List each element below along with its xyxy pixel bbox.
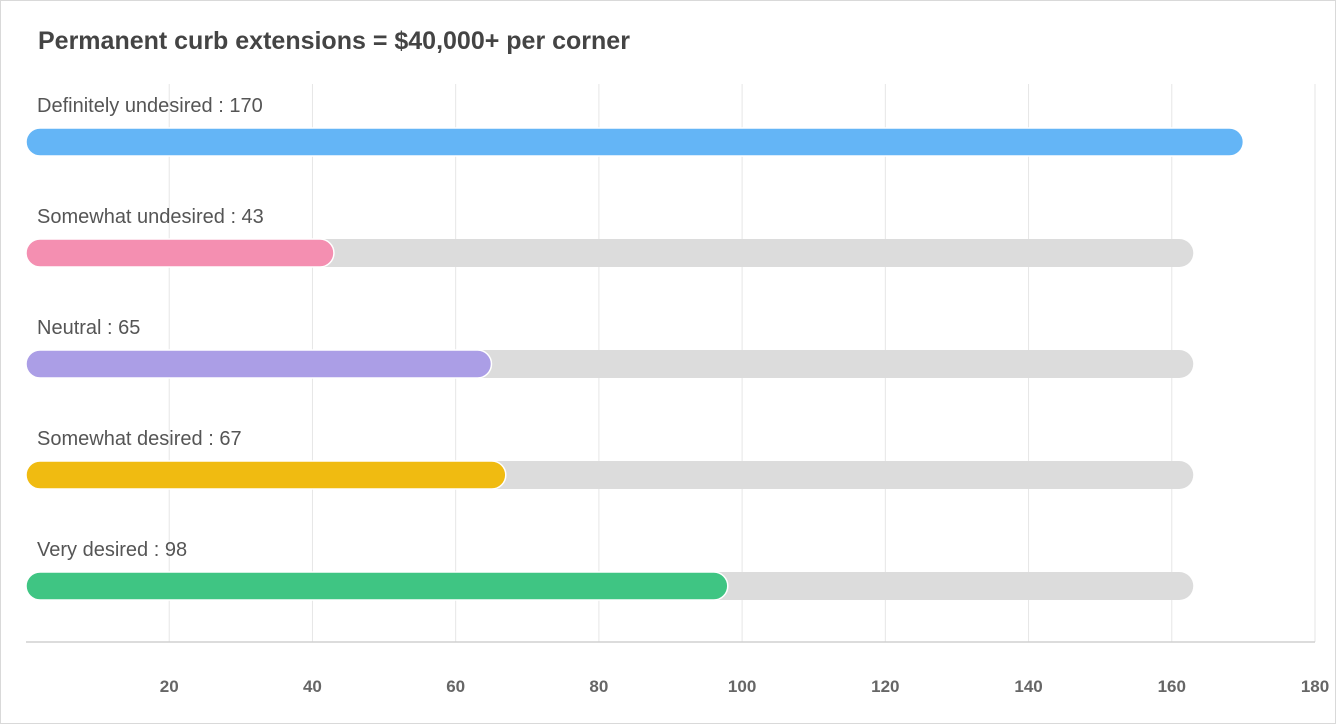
bar-label: Definitely undesired : 170 xyxy=(37,95,263,117)
bar-label: Somewhat desired : 67 xyxy=(37,428,242,450)
bars xyxy=(25,127,1245,601)
bar-somewhat-desired[interactable] xyxy=(25,460,507,490)
x-tick-label: 20 xyxy=(160,677,179,696)
bar-labels: Definitely undesired : 170 Somewhat undes… xyxy=(37,95,264,561)
x-tick-label: 60 xyxy=(446,677,465,696)
bar-label: Very desired : 98 xyxy=(37,539,187,561)
x-tick-label: 40 xyxy=(303,677,322,696)
x-tick-labels: 20 40 60 80 100 120 140 160 180 xyxy=(160,677,1329,696)
x-tick-label: 160 xyxy=(1158,677,1186,696)
x-tick-label: 140 xyxy=(1014,677,1042,696)
x-tick-label: 80 xyxy=(589,677,608,696)
x-tick-label: 100 xyxy=(728,677,756,696)
bar-neutral[interactable] xyxy=(25,349,493,379)
x-tick-label: 120 xyxy=(871,677,899,696)
x-tick-label: 180 xyxy=(1301,677,1329,696)
bar-very-desired[interactable] xyxy=(25,571,729,601)
bar-definitely-undesired[interactable] xyxy=(25,127,1245,157)
bar-label: Somewhat undesired : 43 xyxy=(37,206,264,228)
bar-label: Neutral : 65 xyxy=(37,317,140,339)
chart-title: Permanent curb extensions = $40,000+ per… xyxy=(38,27,630,55)
bar-somewhat-undesired[interactable] xyxy=(25,238,335,268)
